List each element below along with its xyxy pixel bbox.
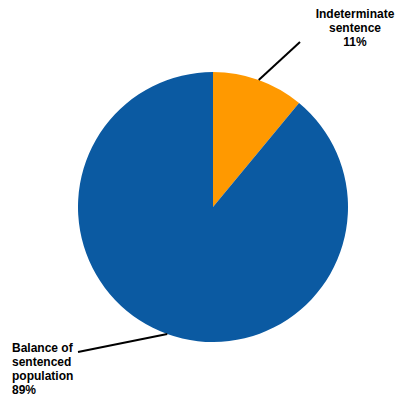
leader-line — [78, 334, 167, 352]
value-label: 89% — [12, 383, 36, 397]
slices — [78, 72, 348, 342]
category-label: sentenced — [12, 355, 71, 369]
slice-label: Indeterminatesentence11% — [316, 7, 395, 49]
labels: Indeterminatesentence11%Balance ofsenten… — [12, 7, 395, 397]
value-label: 11% — [343, 35, 367, 49]
category-label: Balance of — [12, 341, 74, 355]
category-label: sentence — [329, 21, 381, 35]
chart: Indeterminatesentence11%Balance ofsenten… — [0, 0, 400, 415]
category-label: population — [12, 369, 73, 383]
pie-slice — [78, 72, 348, 342]
category-label: Indeterminate — [316, 7, 395, 21]
slice-label: Balance ofsentencedpopulation89% — [12, 341, 74, 397]
leader-line — [259, 42, 300, 80]
